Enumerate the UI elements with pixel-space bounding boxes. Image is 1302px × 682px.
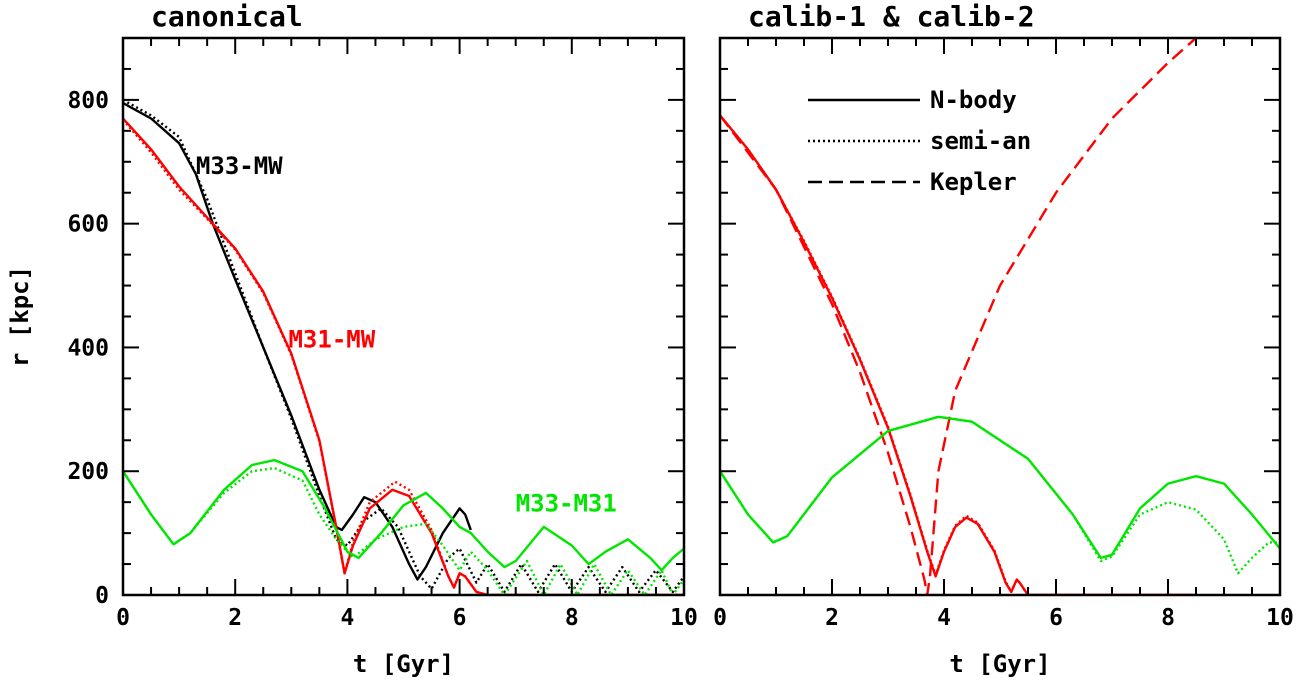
plot-frame (121, 36, 686, 597)
panel-1: 0 2 4 6 8 10 t [Gyr] calib-1 & calib-2 N-body sem… (713, 0, 1294, 678)
curve-label: M33-MW (196, 152, 283, 180)
panel-0: 0 2 4 6 8 10 0 200 400 600 800 t [Gyr] r [kpc] canoni… (6, 0, 698, 678)
panel-title: calib-1 & calib-2 (748, 0, 1035, 33)
x-axis-label: t [Gyr] (353, 650, 454, 678)
x-tick-label: 4 (340, 605, 354, 631)
series-line-M33-M31-solid-green (123, 458, 684, 572)
x-tick-label: 6 (453, 605, 467, 631)
x-axis-label: t [Gyr] (949, 650, 1050, 678)
x-tick-label: 10 (1266, 605, 1294, 631)
y-tick-label: 600 (67, 212, 109, 238)
panel-title: canonical (151, 0, 303, 33)
legend-label: Kepler (930, 168, 1017, 196)
series-line--solid-green (720, 415, 1280, 560)
x-tick-label: 2 (228, 605, 242, 631)
y-tick-label: 400 (67, 335, 109, 361)
series-line-M33-M31-dotted-green (123, 466, 684, 595)
legend-label: semi-an (930, 127, 1031, 155)
legend-label: N-body (930, 86, 1017, 114)
x-tick-label: 4 (937, 605, 951, 631)
curve-label: M31-MW (288, 325, 375, 353)
y-tick-label: 0 (95, 583, 109, 609)
y-axis-label: r [kpc] (6, 266, 34, 367)
x-tick-label: 6 (1049, 605, 1063, 631)
plot-frame (718, 36, 1282, 597)
y-tick-label: 800 (67, 88, 109, 114)
x-tick-label: 8 (1161, 605, 1175, 631)
x-tick-label: 0 (713, 605, 727, 631)
series-line--dotted-green (720, 415, 1280, 575)
series-line--dashed-red (720, 38, 1197, 595)
series-line-M33-MW-dotted-black (123, 98, 684, 594)
series-line-M31-MW-solid-red (123, 117, 684, 595)
series-line-M31-MW-dotted-red (123, 118, 684, 595)
x-tick-label: 8 (565, 605, 579, 631)
x-tick-label: 10 (670, 605, 698, 631)
y-tick-label: 200 (67, 459, 109, 485)
x-tick-label: 2 (825, 605, 839, 631)
series-line-M33-MW-solid-black (123, 101, 472, 581)
curve-label: M33-M31 (516, 489, 617, 517)
x-tick-label: 0 (116, 605, 130, 631)
